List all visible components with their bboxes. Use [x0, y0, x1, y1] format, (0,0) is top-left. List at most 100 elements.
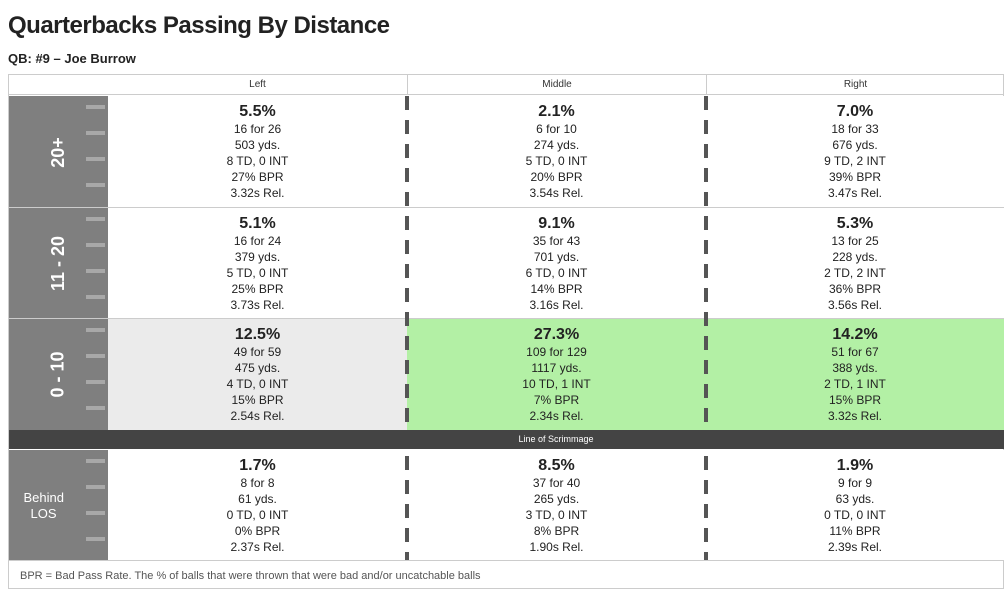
yard-tick — [86, 511, 105, 515]
cell-right: 14.2% 51 for 67 388 yds. 2 TD, 1 INT 15% BPR… — [706, 319, 1004, 430]
yard-tick — [86, 459, 105, 463]
completions: 16 for 24 — [233, 234, 282, 248]
qb-subtitle: QB: #9 – Joe Burrow — [8, 51, 136, 66]
pct-value: 1.9% — [836, 457, 874, 474]
yards: 228 yds. — [832, 250, 878, 264]
cell-right: 1.9% 9 for 9 63 yds. 0 TD, 0 INT 11% BPR 2.39… — [706, 450, 1004, 561]
cell-right: 5.3% 13 for 25 228 yds. 2 TD, 2 INT 36% BPR 3… — [706, 208, 1004, 319]
row-divider — [9, 318, 1004, 319]
yard-tick — [86, 537, 105, 541]
release-time: 3.32s Rel. — [827, 409, 883, 423]
release-time: 3.73s Rel. — [230, 298, 285, 312]
td-int: 9 TD, 2 INT — [824, 154, 886, 168]
column-header-left: Left — [108, 75, 407, 95]
completions: 9 for 9 — [837, 476, 873, 490]
cell-middle: 9.1% 35 for 43 701 yds. 6 TD, 0 INT 14% BPR 3… — [407, 208, 706, 319]
yards: 503 yds. — [234, 138, 281, 152]
yards: 676 yds. — [832, 138, 878, 152]
release-time: 2.37s Rel. — [230, 540, 285, 554]
cell-left: 5.5% 16 for 26 503 yds. 8 TD, 0 INT 27% BPR 3… — [108, 96, 407, 208]
release-time: 3.32s Rel. — [230, 186, 285, 200]
yard-tick — [86, 183, 105, 187]
td-int: 0 TD, 0 INT — [226, 508, 289, 522]
bad-pass-rate: 11% BPR — [829, 524, 881, 538]
yard-tick — [86, 328, 105, 332]
td-int: 6 TD, 0 INT — [525, 266, 588, 280]
cell-middle: 8.5% 37 for 40 265 yds. 3 TD, 0 INT 8% BPR 1.… — [407, 450, 706, 561]
yards: 1117 yds. — [531, 361, 582, 375]
td-int: 3 TD, 0 INT — [525, 508, 588, 522]
los-side-bar — [9, 430, 108, 449]
column-header-right: Right — [706, 75, 1004, 95]
bad-pass-rate: 7% BPR — [533, 393, 580, 407]
pct-value: 5.1% — [239, 215, 276, 232]
row-label-wrap: 0 - 10 — [9, 319, 108, 430]
pct-value: 2.1% — [538, 103, 575, 120]
bad-pass-rate: 39% BPR — [828, 170, 882, 184]
cell-middle: 27.3% 109 for 129 1117 yds. 10 TD, 1 INT 7% … — [407, 319, 706, 430]
cell-right: 7.0% 18 for 33 676 yds. 9 TD, 2 INT 39% BPR 3… — [706, 96, 1004, 208]
yard-tick — [86, 105, 105, 109]
row-label: 0 - 10 — [48, 351, 68, 398]
row-side-3: Behind LOS — [9, 450, 108, 561]
page-title: Quarterbacks Passing By Distance — [8, 12, 390, 39]
column-header-blank — [9, 75, 108, 95]
yards: 475 yds. — [234, 361, 281, 375]
td-int: 5 TD, 0 INT — [525, 154, 588, 168]
release-time: 3.56s Rel. — [827, 298, 883, 312]
release-time: 2.34s Rel. — [529, 409, 584, 423]
cell-left: 1.7% 8 for 8 61 yds. 0 TD, 0 INT 0% BPR 2.37s… — [108, 450, 407, 561]
column-header-middle: Middle — [407, 75, 706, 95]
pct-value: 7.0% — [836, 103, 874, 120]
bad-pass-rate: 36% BPR — [828, 282, 882, 296]
footer-note: BPR = Bad Pass Rate. The % of balls that… — [20, 570, 481, 582]
row-label-wrap: Behind LOS — [9, 450, 108, 561]
yards: 701 yds. — [533, 250, 580, 264]
completions: 49 for 59 — [233, 345, 282, 359]
cell-middle: 2.1% 6 for 10 274 yds. 5 TD, 0 INT 20% BPR 3.… — [407, 96, 706, 208]
release-time: 3.16s Rel. — [529, 298, 584, 312]
grid-bottom-line — [9, 560, 1004, 561]
yards: 379 yds. — [234, 250, 281, 264]
bad-pass-rate: 0% BPR — [234, 524, 281, 538]
yards: 63 yds. — [835, 492, 875, 506]
row-side-0: 20+ — [9, 96, 108, 208]
row-divider — [9, 207, 1004, 208]
cell-left: 5.1% 16 for 24 379 yds. 5 TD, 0 INT 25% BPR 3… — [108, 208, 407, 319]
pct-value: 8.5% — [538, 457, 575, 474]
row-label: 20+ — [47, 136, 68, 168]
td-int: 10 TD, 1 INT — [522, 377, 591, 391]
completions: 35 for 43 — [532, 234, 581, 248]
yard-tick — [86, 131, 105, 135]
row-label-wrap: 20+ — [9, 96, 108, 208]
release-time: 3.54s Rel. — [529, 186, 584, 200]
row-label: 11 - 20 — [47, 235, 68, 292]
yard-tick — [86, 295, 105, 299]
yards: 265 yds. — [533, 492, 580, 506]
release-time: 3.47s Rel. — [827, 186, 883, 200]
column-divider-dashed — [704, 96, 708, 561]
pct-value: 5.5% — [239, 103, 276, 120]
completions: 51 for 67 — [831, 345, 879, 359]
bad-pass-rate: 25% BPR — [231, 282, 284, 296]
bad-pass-rate: 27% BPR — [231, 170, 284, 184]
yard-tick — [86, 406, 105, 410]
completions: 6 for 10 — [536, 122, 577, 136]
yard-tick — [86, 243, 105, 247]
yards: 274 yds. — [533, 138, 580, 152]
yards: 61 yds. — [238, 492, 277, 506]
pct-value: 12.5% — [234, 326, 281, 343]
completions: 37 for 40 — [532, 476, 581, 490]
bad-pass-rate: 20% BPR — [530, 170, 583, 184]
row-label-wrap: 11 - 20 — [9, 208, 108, 319]
release-time: 2.39s Rel. — [827, 540, 883, 554]
td-int: 2 TD, 1 INT — [824, 377, 886, 391]
pct-value: 27.3% — [533, 326, 580, 343]
bad-pass-rate: 8% BPR — [533, 524, 580, 538]
pct-value: 9.1% — [538, 215, 575, 232]
bad-pass-rate: 15% BPR — [828, 393, 882, 407]
yard-tick — [86, 269, 105, 273]
yard-tick — [86, 157, 105, 161]
td-int: 4 TD, 0 INT — [226, 377, 289, 391]
yard-tick — [86, 485, 105, 489]
